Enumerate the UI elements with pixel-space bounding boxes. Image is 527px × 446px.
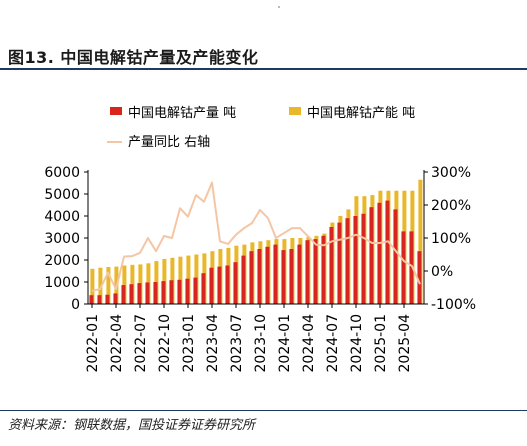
production-bar (273, 244, 278, 304)
x-tick-label: 2025-01 (373, 314, 389, 373)
production-bar (249, 251, 254, 304)
y-left-tick-label: 4000 (44, 209, 80, 225)
production-bar (233, 262, 238, 304)
x-tick-label: 2024-07 (325, 314, 341, 373)
y-left-tick-label: 1000 (44, 275, 80, 291)
production-bar (121, 285, 126, 304)
legend-label-capacity: 中国电解钴产能 吨 (307, 106, 415, 121)
yoy-line (91, 181, 421, 292)
capacity-bar (106, 267, 111, 304)
title-rule (0, 68, 527, 70)
source-note: 资料来源：钢联数据，国投证券证券研究所 (8, 418, 256, 433)
production-bar (129, 284, 134, 304)
figure-title: 图13. 中国电解钴产量及产能变化 (8, 48, 259, 67)
production-bar (201, 273, 206, 304)
capacity-bar (122, 265, 127, 304)
x-tick-label: 2022-07 (133, 314, 149, 373)
legend-swatch-production (110, 107, 122, 115)
x-tick-label: 2023-04 (205, 314, 221, 373)
production-bar (177, 279, 182, 304)
production-bar (401, 231, 406, 304)
production-bar (265, 246, 270, 304)
capacity-bar (90, 268, 95, 304)
capacity-bar (418, 179, 423, 304)
y-right-tick-label: -100% (431, 297, 476, 313)
production-bar (369, 207, 374, 304)
y-right-tick-label: 200% (431, 198, 471, 214)
top-dot (278, 6, 280, 8)
production-bar (377, 202, 382, 304)
x-tick-label: 2022-04 (109, 314, 125, 373)
production-bar (321, 235, 326, 304)
production-bar (329, 227, 334, 304)
x-tick-label: 2024-10 (349, 314, 365, 373)
production-bar (257, 249, 262, 304)
x-tick-label: 2024-04 (301, 314, 317, 373)
y-left-tick-label: 5000 (44, 187, 80, 203)
production-bar (145, 282, 150, 304)
production-bar (209, 267, 214, 304)
production-bar (89, 295, 94, 304)
production-bar (217, 266, 222, 304)
legend-swatch-capacity (289, 107, 301, 115)
production-bar (353, 216, 358, 304)
plot-area: 0 1000 2000 3000 4000 5000 6000 -100% 0% 100% 200%… (44, 165, 476, 373)
production-bar (137, 283, 142, 304)
y-right-tick-label: 0% (431, 264, 453, 280)
x-tick-label: 2023-01 (181, 314, 197, 373)
footer-rule (0, 410, 527, 411)
production-bar (169, 280, 174, 304)
y-left-tick-label: 3000 (44, 231, 80, 247)
production-bar (313, 239, 318, 304)
production-bar (113, 293, 118, 304)
production-bar (361, 213, 366, 304)
x-tick-label: 2022-10 (157, 314, 173, 373)
legend: 中国电解钴产量 吨 中国电解钴产能 吨 产量同比 右轴 (107, 106, 415, 150)
y-right-tick-label: 300% (431, 165, 471, 181)
y-left-tick-label: 6000 (44, 165, 80, 181)
production-bar (289, 249, 294, 304)
production-bar (417, 251, 422, 304)
production-bar (225, 265, 230, 304)
production-bar (305, 240, 310, 304)
y-left-tick-label: 0 (71, 297, 80, 313)
production-bar (337, 222, 342, 304)
production-bar (161, 281, 166, 304)
production-bar (409, 231, 414, 304)
production-bar (297, 244, 302, 304)
x-tick-label: 2023-10 (253, 314, 269, 373)
y-right-tick-label: 100% (431, 231, 471, 247)
legend-label-production: 中国电解钴产量 吨 (128, 106, 236, 121)
production-bar (97, 295, 102, 304)
production-bar (153, 282, 158, 304)
production-bar (345, 218, 350, 304)
production-bar (185, 278, 190, 304)
legend-label-yoy: 产量同比 右轴 (128, 135, 210, 150)
x-tick-label: 2024-01 (277, 314, 293, 373)
production-bar (241, 255, 246, 304)
production-bar (105, 294, 110, 304)
production-bar (393, 209, 398, 304)
production-bar (281, 250, 286, 304)
x-tick-label: 2023-07 (229, 314, 245, 373)
capacity-bar (98, 267, 103, 304)
production-bar (385, 200, 390, 304)
x-tick-label: 2022-01 (85, 314, 101, 373)
x-tick-label: 2025-04 (397, 314, 413, 373)
chart-svg: 中国电解钴产量 吨 中国电解钴产能 吨 产量同比 右轴 0 1000 2000 300… (44, 106, 476, 373)
y-left-tick-label: 2000 (44, 253, 80, 269)
production-bar (193, 277, 198, 304)
